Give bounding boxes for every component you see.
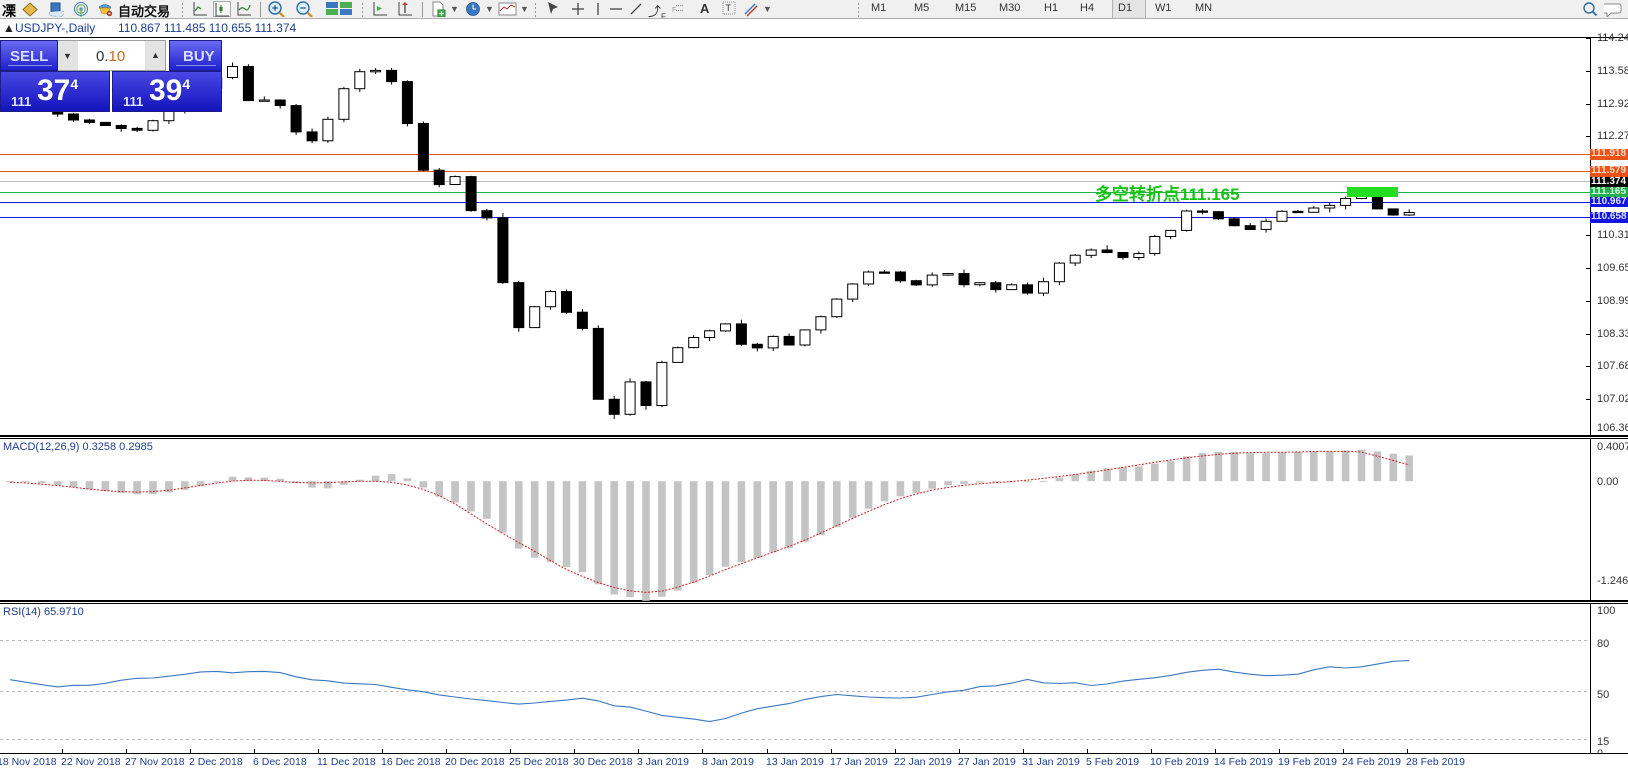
svg-text:T: T bbox=[726, 3, 732, 13]
